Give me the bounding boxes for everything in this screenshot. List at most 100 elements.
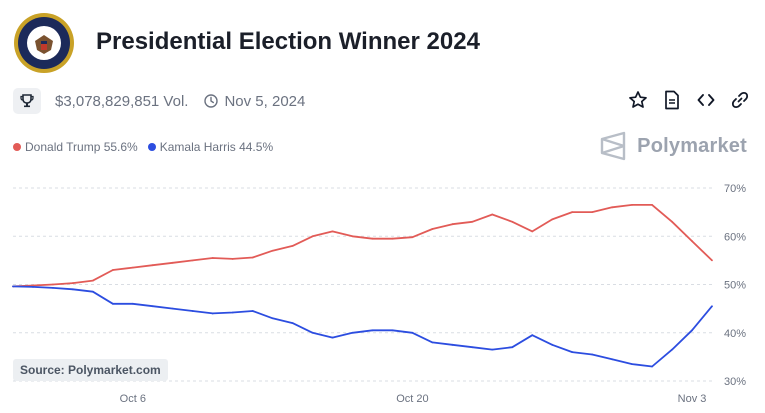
action-bar: [627, 89, 751, 111]
data-point-trump: [271, 249, 274, 252]
data-point-harris: [591, 353, 594, 356]
data-point-harris: [331, 336, 334, 339]
data-point-harris: [52, 286, 54, 289]
series-line-harris: [12, 285, 713, 368]
data-point-trump: [371, 237, 374, 240]
data-point-harris: [131, 302, 134, 305]
data-point-trump: [291, 245, 294, 247]
data-point-harris: [371, 329, 374, 332]
y-tick-label: 40%: [724, 328, 746, 340]
star-icon[interactable]: [627, 89, 649, 111]
chart-legend: Donald Trump 55.6% Kamala Harris 44.5%: [13, 140, 273, 154]
data-point-trump: [411, 236, 414, 239]
price-history-chart[interactable]: 70% 60% 50% 40% 30% Oct 6 Oct 20 Nov 3: [0, 170, 765, 413]
x-tick-label: Oct 6: [120, 393, 146, 405]
polymarket-logo-icon: [600, 131, 626, 161]
data-point-harris: [491, 348, 494, 351]
data-point-harris: [251, 310, 254, 312]
data-point-trump: [571, 211, 574, 214]
data-point-harris: [651, 365, 653, 368]
data-point-harris: [211, 312, 214, 315]
x-axis-ticks: Oct 6 Oct 20 Nov 3: [120, 393, 707, 405]
data-point-trump: [691, 240, 693, 242]
link-icon[interactable]: [729, 89, 751, 111]
data-point-trump: [191, 259, 194, 262]
data-point-trump: [671, 220, 673, 223]
data-point-harris: [351, 331, 354, 334]
y-axis-ticks: 70% 60% 50% 40% 30%: [724, 183, 746, 388]
chart-series: [12, 203, 713, 368]
data-point-trump: [611, 206, 614, 209]
polymarket-brand: Polymarket: [599, 131, 747, 161]
clock-icon: [204, 94, 219, 108]
brand-name: Polymarket: [637, 134, 747, 157]
presidential-seal-icon: [13, 12, 75, 74]
data-point-trump: [211, 257, 214, 259]
data-point-harris: [391, 329, 394, 332]
data-point-trump: [351, 235, 354, 238]
data-point-trump: [171, 261, 174, 264]
data-point-trump: [131, 266, 134, 269]
legend-label-harris: Kamala Harris 44.5%: [159, 140, 274, 154]
data-point-harris: [451, 343, 454, 346]
data-point-trump: [391, 237, 394, 240]
data-point-harris: [411, 331, 414, 334]
data-point-harris: [431, 341, 434, 344]
data-point-harris: [291, 322, 294, 324]
data-point-harris: [571, 351, 574, 353]
x-tick-label: Nov 3: [678, 393, 707, 405]
data-point-trump: [91, 279, 94, 282]
data-point-harris: [691, 329, 693, 332]
data-point-trump: [591, 211, 594, 214]
data-point-trump: [531, 230, 534, 233]
end-date-text: Nov 5, 2024: [224, 92, 306, 110]
data-point-trump: [551, 218, 554, 221]
y-tick-label: 70%: [724, 183, 746, 195]
y-tick-label: 60%: [724, 231, 746, 243]
data-point-trump: [491, 213, 494, 216]
x-tick-label: Oct 20: [396, 393, 428, 405]
legend-item-trump: Donald Trump 55.6%: [13, 140, 138, 154]
data-point-harris: [711, 305, 713, 308]
data-point-harris: [611, 358, 614, 361]
volume-text: $3,078,829,851 Vol.: [55, 92, 189, 110]
data-point-trump: [451, 223, 454, 226]
data-point-harris: [111, 302, 114, 305]
data-point-trump: [471, 220, 474, 223]
data-point-trump: [251, 256, 254, 259]
data-point-trump: [711, 259, 713, 262]
data-point-harris: [151, 305, 154, 308]
source-label: Source: Polymarket.com: [13, 359, 168, 381]
data-point-harris: [91, 290, 94, 293]
data-point-harris: [32, 286, 34, 288]
data-point-harris: [72, 288, 74, 291]
data-point-trump: [52, 283, 54, 286]
legend-label-trump: Donald Trump 55.6%: [25, 140, 138, 154]
data-point-harris: [531, 334, 534, 337]
data-point-trump: [111, 269, 114, 271]
data-point-trump: [511, 220, 514, 223]
data-point-harris: [231, 311, 234, 314]
document-icon[interactable]: [661, 89, 683, 111]
data-point-trump: [331, 230, 334, 233]
legend-dot-trump: [13, 143, 21, 151]
trophy-icon: [13, 88, 41, 114]
data-point-harris: [671, 348, 673, 351]
embed-code-icon[interactable]: [695, 89, 717, 111]
market-meta: $3,078,829,851 Vol. Nov 5, 2024: [13, 88, 305, 114]
legend-dot-harris: [147, 143, 156, 151]
data-point-harris: [471, 346, 474, 349]
series-line-trump: [12, 204, 713, 288]
data-point-harris: [551, 343, 554, 346]
y-tick-label: 50%: [724, 280, 746, 292]
data-point-trump: [431, 228, 434, 230]
y-tick-label: 30%: [724, 376, 746, 388]
data-point-trump: [651, 203, 653, 206]
chart-grid: [13, 187, 712, 382]
data-point-harris: [631, 363, 634, 366]
data-point-trump: [72, 282, 74, 284]
data-point-trump: [231, 258, 234, 260]
market-title: Presidential Election Winner 2024: [96, 28, 480, 55]
data-point-trump: [151, 264, 154, 267]
data-point-harris: [311, 331, 314, 334]
